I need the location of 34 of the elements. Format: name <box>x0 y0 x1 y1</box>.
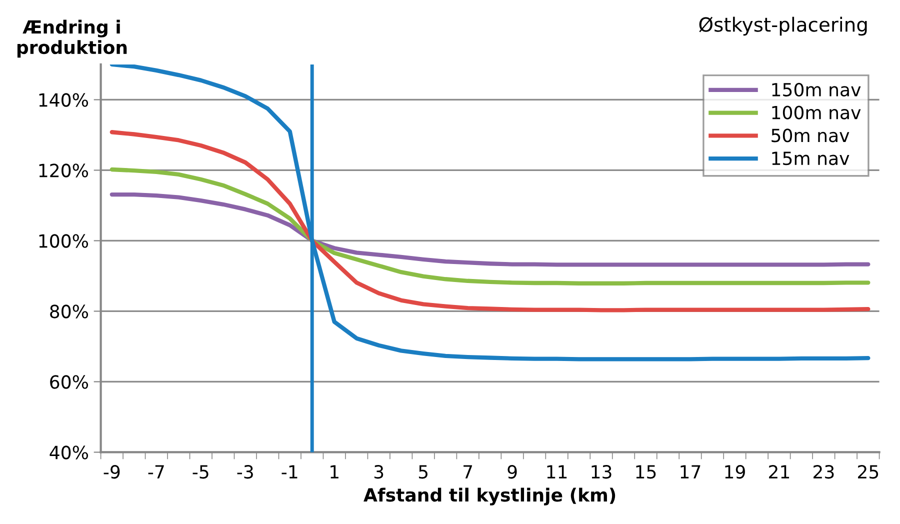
x-tick-label: -5 <box>192 465 208 479</box>
x-tick-label: -3 <box>237 465 253 479</box>
legend-label: 15m nav <box>772 152 850 166</box>
x-axis-title: Afstand til kystlinje (km) <box>364 488 616 506</box>
y-tick-label: 60% <box>50 375 88 389</box>
x-tick-label: 25 <box>858 465 878 479</box>
x-tick-label: 13 <box>592 465 612 479</box>
line-series <box>110 130 870 312</box>
x-tick-label: 19 <box>725 465 745 479</box>
y-tick-label: 100% <box>39 234 88 248</box>
y-tick-label: 40% <box>50 446 88 460</box>
x-tick-label: 23 <box>814 465 834 479</box>
legend-label: 150m nav <box>772 82 861 96</box>
x-tick-label: 15 <box>636 465 656 479</box>
y-tick-label: 120% <box>39 164 88 178</box>
x-tick-label: -7 <box>148 465 164 478</box>
legend-label: 100m nav <box>772 106 861 120</box>
x-tick-label: 1 <box>330 465 338 478</box>
x-tick-label: 11 <box>547 465 567 478</box>
y-axis-title: Ændring i produktion <box>17 20 127 58</box>
line-series <box>110 192 870 267</box>
y-tick-label: 80% <box>50 304 88 318</box>
x-tick-label: 17 <box>680 465 700 478</box>
x-tick-label: -9 <box>104 465 120 479</box>
x-tick-label: 9 <box>508 465 517 479</box>
x-tick-label: 21 <box>769 465 790 478</box>
y-tick-label: 140% <box>39 93 88 107</box>
x-tick-label: 5 <box>418 465 428 479</box>
x-tick-label: 3 <box>374 465 384 479</box>
line-series <box>110 167 870 286</box>
x-tick-label: -1 <box>282 465 298 478</box>
legend-label: 50m nav <box>772 128 850 142</box>
chart-title: Østkyst-placering <box>699 16 867 36</box>
x-tick-label: 7 <box>464 465 472 478</box>
